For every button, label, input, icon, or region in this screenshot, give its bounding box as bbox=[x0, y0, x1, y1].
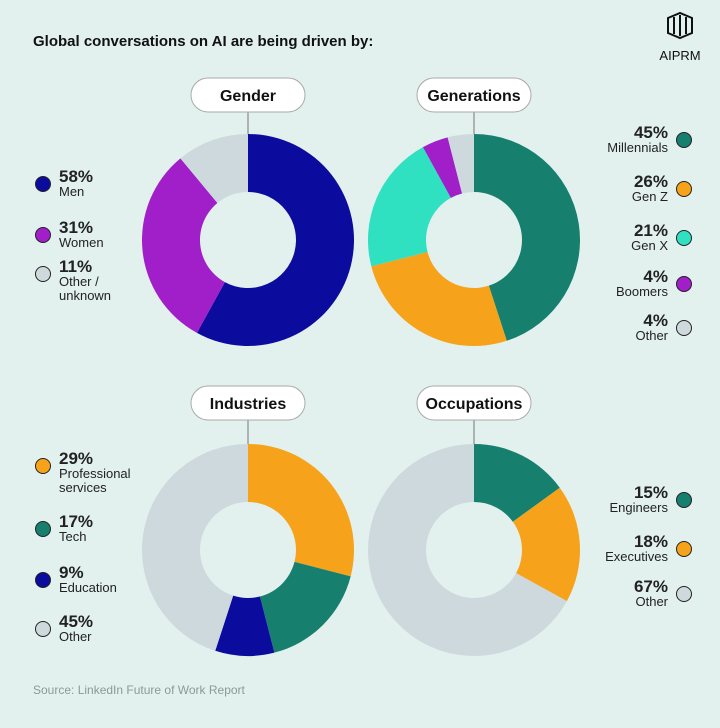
donut-slice bbox=[196, 134, 354, 346]
legend-item: 26% Gen Z bbox=[558, 173, 692, 204]
donut-slice bbox=[368, 443, 567, 656]
donut-slice bbox=[248, 444, 354, 577]
legend-label: Other / unknown bbox=[59, 274, 112, 303]
legend-value: 29% bbox=[59, 449, 94, 468]
donut-slice bbox=[447, 134, 474, 194]
legend-item: 11% Other / unknown bbox=[35, 258, 149, 303]
legend-label: Millennials bbox=[607, 140, 668, 155]
legend-swatch bbox=[676, 181, 692, 197]
legend-label: Women bbox=[59, 235, 104, 250]
legend-item: 4% Other bbox=[558, 312, 692, 343]
legend-label: Tech bbox=[59, 529, 87, 544]
legend-item: 21% Gen X bbox=[558, 222, 692, 253]
donut-slice bbox=[422, 137, 463, 198]
legend-item: 58% Men bbox=[35, 168, 149, 199]
legend-item: 67% Other bbox=[558, 578, 692, 609]
legend-label: Men bbox=[59, 184, 85, 199]
legend-label: Boomers bbox=[615, 284, 668, 299]
legend-swatch bbox=[35, 521, 51, 537]
legend-swatch bbox=[676, 541, 692, 557]
donut-slice bbox=[180, 134, 248, 204]
legend-swatch bbox=[35, 227, 51, 243]
source: Source: LinkedIn Future of Work Report bbox=[33, 683, 246, 697]
donut-slice bbox=[474, 134, 580, 341]
legend-item: 31% Women bbox=[35, 219, 149, 250]
legend-label: Other bbox=[59, 629, 92, 644]
legend-value: 45% bbox=[633, 123, 668, 142]
legend-swatch bbox=[35, 621, 51, 637]
legend-item: 45% Millennials bbox=[558, 124, 692, 155]
legend-value: 67% bbox=[633, 577, 668, 596]
legend-swatch bbox=[676, 132, 692, 148]
donut-slice bbox=[474, 444, 560, 522]
legend-item: 15% Engineers bbox=[558, 484, 692, 515]
chart-title: Gender bbox=[220, 88, 276, 105]
legend-value: 11% bbox=[59, 257, 93, 276]
legend-item: 17% Tech bbox=[35, 513, 159, 544]
legend-swatch bbox=[676, 230, 692, 246]
donut-slice bbox=[512, 487, 580, 602]
legend-item: 4% Boomers bbox=[558, 268, 692, 299]
legend-swatch bbox=[676, 586, 692, 602]
brand: AIPRM bbox=[659, 48, 700, 63]
logo-icon bbox=[667, 11, 693, 40]
chart-title: Industries bbox=[210, 396, 287, 413]
legend-swatch bbox=[35, 266, 51, 282]
chart-title: Occupations bbox=[426, 396, 523, 413]
legend-value: 17% bbox=[59, 512, 94, 531]
legend-value: 31% bbox=[59, 218, 94, 237]
donut-slice bbox=[371, 251, 507, 347]
page-title: Global conversations on AI are being dri… bbox=[33, 33, 373, 50]
legend-item: 18% Executives bbox=[558, 533, 692, 564]
legend-value: 58% bbox=[59, 167, 94, 186]
title-pill bbox=[190, 77, 306, 113]
legend-swatch bbox=[35, 572, 51, 588]
legend-label: Engineers bbox=[609, 500, 668, 515]
legend-label: Education bbox=[59, 580, 117, 595]
donut-slice bbox=[368, 147, 451, 267]
legend-value: 45% bbox=[59, 612, 94, 631]
donut-slice bbox=[142, 158, 225, 333]
title-pill bbox=[190, 385, 306, 421]
legend-item: 45% Other bbox=[35, 613, 159, 644]
title-pill bbox=[416, 77, 532, 113]
legend-label: Other bbox=[635, 594, 668, 609]
legend-value: 18% bbox=[633, 532, 668, 551]
legend-value: 4% bbox=[643, 311, 668, 330]
legend-label: Gen X bbox=[631, 238, 668, 253]
legend-value: 21% bbox=[633, 221, 668, 240]
legend-swatch bbox=[35, 458, 51, 474]
donut-slice bbox=[141, 444, 248, 651]
chart-title: Generations bbox=[427, 88, 520, 105]
legend-value: 15% bbox=[633, 483, 668, 502]
legend-swatch bbox=[676, 492, 692, 508]
donut-slice bbox=[259, 561, 351, 653]
legend-label: Professional services bbox=[59, 466, 131, 495]
legend-label: Other bbox=[635, 328, 668, 343]
legend-item: 29% Professional services bbox=[35, 450, 159, 495]
donut-slice bbox=[215, 595, 275, 656]
legend-item: 9% Education bbox=[35, 564, 159, 595]
title-pill bbox=[416, 385, 532, 421]
legend-value: 26% bbox=[633, 172, 668, 191]
legend-label: Executives bbox=[605, 549, 668, 564]
legend-swatch bbox=[676, 320, 692, 336]
legend-swatch bbox=[35, 176, 51, 192]
legend-swatch bbox=[676, 276, 692, 292]
legend-value: 9% bbox=[59, 563, 84, 582]
legend-label: Gen Z bbox=[631, 189, 668, 204]
legend-value: 4% bbox=[643, 267, 668, 286]
